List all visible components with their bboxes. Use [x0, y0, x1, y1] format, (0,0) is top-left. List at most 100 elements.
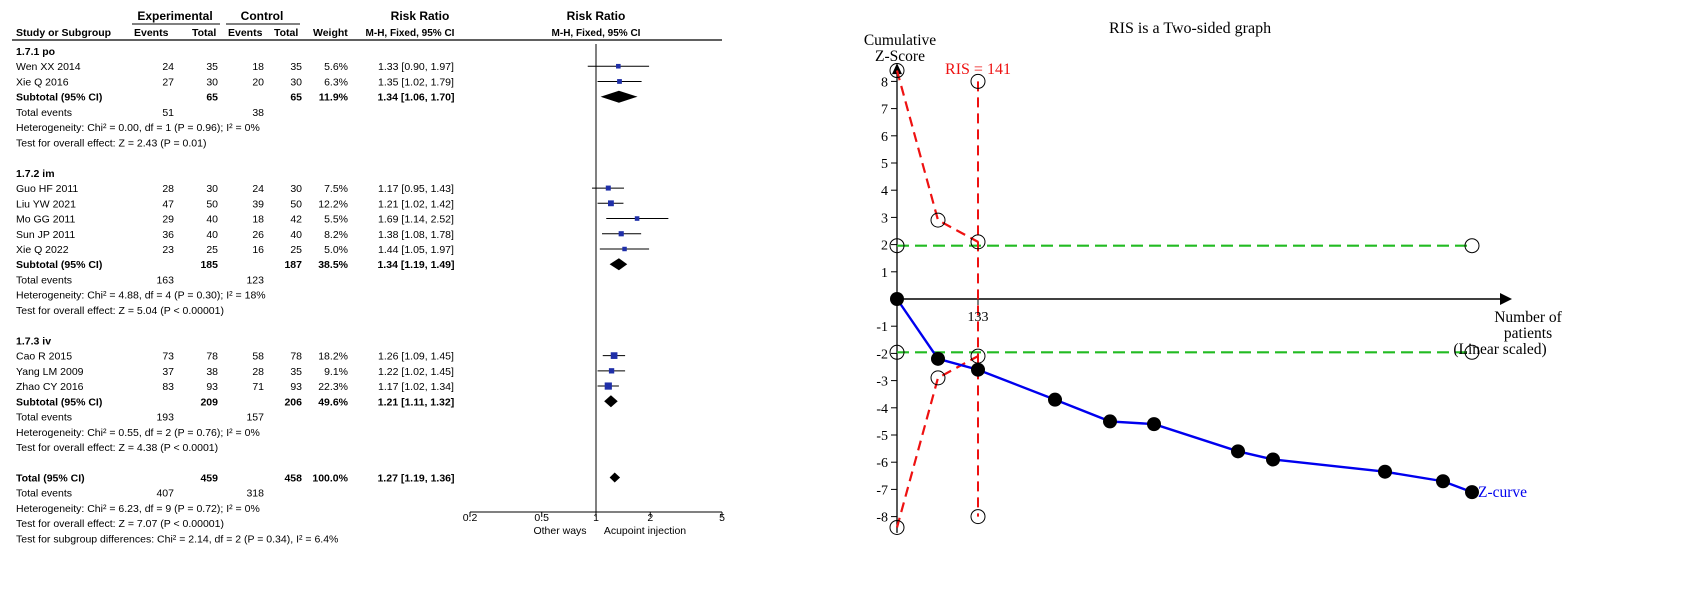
row-exp-events: 29: [162, 214, 174, 226]
row-label: Guo HF 2011: [16, 183, 78, 195]
row-exp-events: 407: [156, 488, 174, 500]
row-weight: 8.2%: [324, 229, 348, 241]
row-ctrl-events: 123: [246, 274, 264, 286]
tsa-y-axis-arrow: [892, 63, 902, 75]
tsa-y-tick-label: -5: [876, 429, 888, 444]
row-label: Total events: [16, 488, 72, 500]
row-ci: 1.34 [1.06, 1.70]: [377, 92, 454, 104]
conventional-boundary-marker: [889, 344, 905, 360]
row-weight: 9.1%: [324, 366, 348, 378]
row-ci: 1.33 [0.90, 1.97]: [378, 61, 454, 73]
tsa-y-tick-label: -7: [876, 483, 888, 498]
tsa-y-tick-label: -8: [876, 511, 888, 526]
tsa-y-tick-label: -3: [876, 375, 888, 390]
row-label: Subtotal (95% CI): [16, 92, 102, 104]
header-weight: Weight: [313, 27, 348, 39]
row-ci: 1.34 [1.19, 1.49]: [377, 259, 454, 271]
z-curve-point: [1048, 392, 1062, 407]
row-ci: 1.26 [1.09, 1.45]: [378, 351, 454, 363]
row-ctrl-events: 38: [252, 107, 264, 119]
row-ci: 1.17 [0.95, 1.43]: [378, 183, 454, 195]
row-weight: 49.6%: [318, 396, 348, 408]
row-ci: 1.38 [1.08, 1.78]: [378, 229, 454, 241]
conventional-boundary-marker: [1464, 238, 1480, 254]
row-exp-total: 25: [206, 244, 218, 256]
upper-boundary-point: [889, 63, 905, 79]
row-label: Subtotal (95% CI): [16, 396, 102, 408]
header-risk-ratio-plot: Risk Ratio: [567, 9, 626, 23]
row-ctrl-total: 50: [290, 198, 302, 210]
row-ctrl-total: 35: [290, 366, 302, 378]
conventional-boundary-marker: [889, 238, 905, 254]
row-label: Sun JP 2011: [16, 229, 75, 241]
row-ctrl-events: 18: [252, 61, 264, 73]
header-control: Control: [241, 9, 284, 23]
row-ci: 1.21 [1.11, 1.32]: [378, 396, 454, 408]
row-label: Total (95% CI): [16, 472, 85, 484]
row-label: Xie Q 2022: [16, 244, 69, 256]
tsa-y-tick-label: 8: [881, 75, 888, 90]
ris-marker: [970, 509, 986, 525]
z-curve-point: [931, 351, 945, 366]
tsa-y-tick-label: -2: [876, 347, 888, 362]
row-ctrl-events: 28: [252, 366, 264, 378]
row-weight: 7.5%: [324, 183, 348, 195]
lower-boundary-point: [889, 519, 905, 535]
z-curve-point: [971, 362, 985, 377]
tsa-y-tick-label: 4: [881, 184, 888, 199]
study-point: [605, 185, 611, 191]
study-point: [618, 231, 624, 237]
row-ctrl-events: 26: [252, 229, 264, 241]
row-exp-total: 459: [200, 472, 218, 484]
header-study: Study or Subgroup: [16, 27, 111, 39]
tsa-y-tick-label: 3: [881, 211, 888, 226]
row-exp-events: 27: [162, 76, 174, 88]
row-weight: 6.3%: [324, 76, 348, 88]
tsa-y-tick-label: -6: [876, 456, 888, 471]
z-curve-point: [1436, 474, 1450, 489]
row-weight: 100.0%: [312, 472, 348, 484]
z-curve-point: [1378, 464, 1392, 479]
forest-axis-tick-label: 5: [719, 512, 725, 524]
z-curve-point: [1266, 452, 1280, 467]
row-exp-events: 73: [162, 351, 174, 363]
row-ctrl-events: 39: [252, 198, 264, 210]
row-weight: 12.2%: [318, 198, 348, 210]
upper-boundary-line: [895, 70, 979, 243]
row-label: Total events: [16, 274, 72, 286]
ris-label: RIS = 141: [945, 61, 1011, 78]
row-label: Test for subgroup differences: Chi² = 2.…: [16, 533, 338, 545]
row-exp-total: 40: [206, 229, 218, 241]
pooled-diamond: [604, 395, 618, 408]
row-ctrl-events: 157: [246, 412, 264, 424]
row-ci: 1.17 [1.02, 1.34]: [378, 381, 454, 393]
row-ci: 1.27 [1.19, 1.36]: [377, 472, 454, 484]
row-label: Wen XX 2014: [16, 61, 81, 73]
forest-x-axis: Other ways Acupoint injection 0.2 0.5 1 2 5: [463, 511, 725, 537]
header-experimental: Experimental: [137, 9, 212, 23]
row-exp-total: 50: [206, 198, 218, 210]
row-ctrl-events: 318: [246, 488, 264, 500]
z-curve-point: [1465, 485, 1479, 500]
row-label: Total events: [16, 107, 72, 119]
row-exp-events: 23: [162, 244, 174, 256]
header-method-plot: M-H, Fixed, 95% CI: [552, 28, 641, 39]
forest-header: Experimental Control Risk Ratio Risk Rat…: [12, 9, 722, 41]
tsa-axes: 8 7 6 5 4 3 2 1 -1 -2 -3 -4 -5 -6 -7 -8: [876, 63, 1512, 533]
row-label: 1.7.1 po: [16, 46, 55, 58]
tsa-graph-panel: RIS is a Two-sided graph Cumulative Z-Sco…: [864, 20, 1563, 535]
row-ctrl-events: 20: [252, 76, 264, 88]
row-ctrl-total: 187: [284, 259, 302, 271]
row-exp-events: 163: [156, 274, 174, 286]
row-exp-total: 185: [200, 259, 218, 271]
row-weight: 11.9%: [319, 92, 349, 104]
header-total2: Total: [274, 27, 298, 39]
row-exp-events: 24: [162, 61, 174, 73]
header-total: Total: [192, 27, 216, 39]
row-label: Heterogeneity: Chi² = 6.23, df = 9 (P = …: [16, 503, 260, 515]
row-ci: 1.22 [1.02, 1.45]: [378, 366, 454, 378]
row-exp-total: 209: [200, 396, 218, 408]
row-exp-events: 47: [162, 198, 174, 210]
row-label: Yang LM 2009: [16, 366, 84, 378]
z-curve-point: [1103, 414, 1117, 429]
